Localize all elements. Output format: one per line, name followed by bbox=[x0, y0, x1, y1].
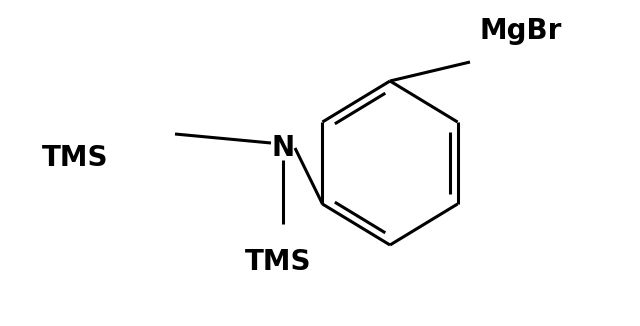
Text: MgBr: MgBr bbox=[480, 17, 563, 45]
Text: TMS: TMS bbox=[42, 144, 109, 172]
Text: N: N bbox=[271, 134, 294, 162]
Text: TMS: TMS bbox=[244, 248, 311, 276]
